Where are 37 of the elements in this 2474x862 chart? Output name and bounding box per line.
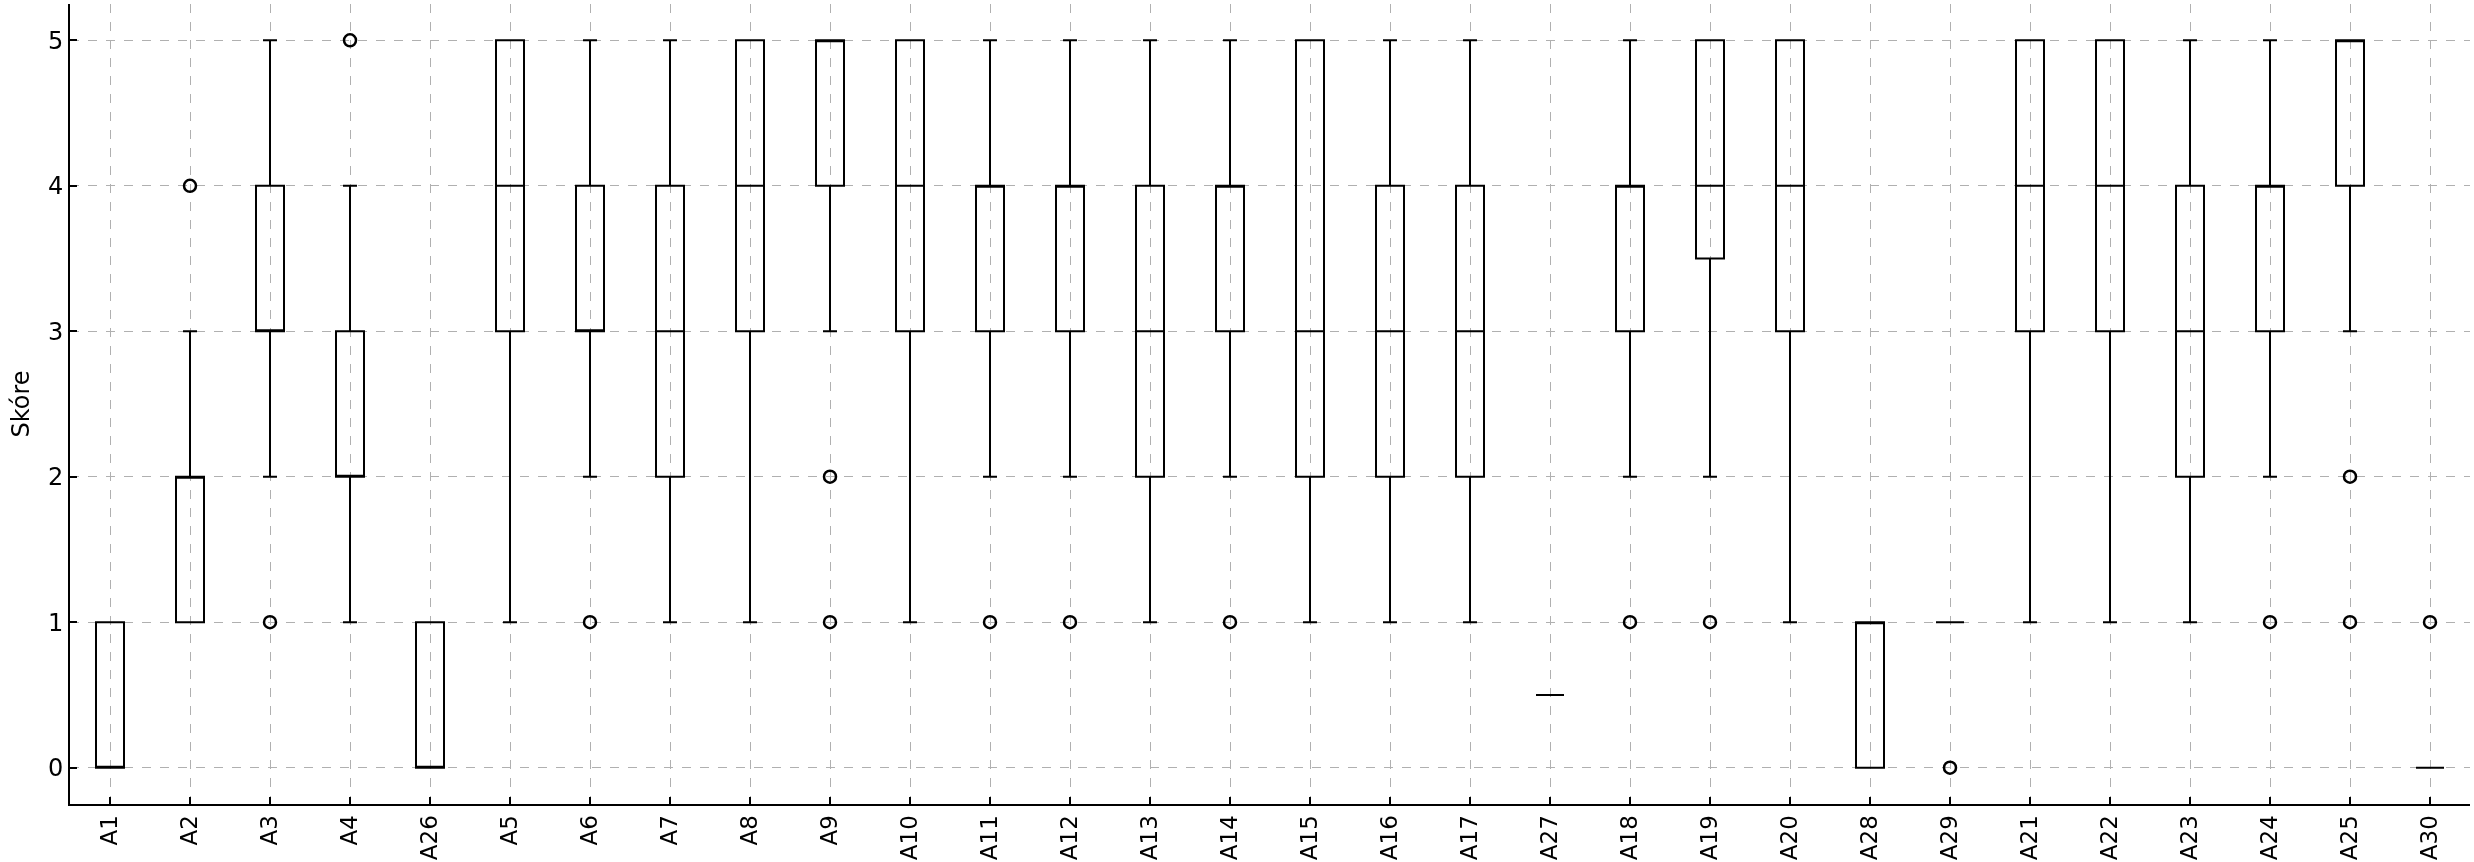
x-tick-label: A24	[2256, 815, 2283, 861]
x-tick-label: A19	[1696, 815, 1723, 861]
x-tick-label: A14	[1216, 815, 1243, 861]
x-tick-label: A29	[1936, 815, 1963, 861]
y-tick-label: 1	[47, 608, 64, 637]
x-tick-label: A6	[576, 815, 603, 846]
y-tick-label: 4	[47, 172, 64, 201]
x-tick-label: A15	[1296, 815, 1323, 861]
x-tick-label: A11	[976, 815, 1003, 861]
x-tick-label: A22	[2096, 815, 2123, 861]
y-tick-label: 3	[47, 317, 64, 346]
x-tick-label: A25	[2336, 815, 2363, 861]
x-tick-label: A10	[896, 815, 923, 861]
x-tick-label: A12	[1056, 815, 1083, 861]
x-tick-label: A2	[176, 815, 203, 846]
y-tick-label: 2	[47, 463, 64, 492]
x-tick-label: A1	[96, 815, 123, 846]
y-axis-title: Skóre	[6, 370, 35, 438]
x-tick-label: A16	[1376, 815, 1403, 861]
x-tick-label: A30	[2416, 815, 2443, 861]
x-tick-label: A20	[1776, 815, 1803, 861]
x-tick-label: A4	[336, 815, 363, 846]
x-tick-label: A3	[256, 815, 283, 846]
x-tick-label: A18	[1616, 815, 1643, 861]
x-tick-label: A27	[1536, 815, 1563, 861]
x-tick-label: A9	[816, 815, 843, 846]
x-tick-label: A8	[736, 815, 763, 846]
x-tick-label: A13	[1136, 815, 1163, 861]
x-tick-label: A28	[1856, 815, 1883, 861]
y-tick-label: 0	[47, 754, 64, 783]
x-tick-label: A7	[656, 815, 683, 846]
x-tick-label: A26	[416, 815, 443, 861]
x-tick-label: A5	[496, 815, 523, 846]
y-tick-label: 5	[47, 26, 64, 55]
x-tick-label: A17	[1456, 815, 1483, 861]
x-tick-label: A21	[2016, 815, 2043, 861]
x-tick-label: A23	[2176, 815, 2203, 861]
